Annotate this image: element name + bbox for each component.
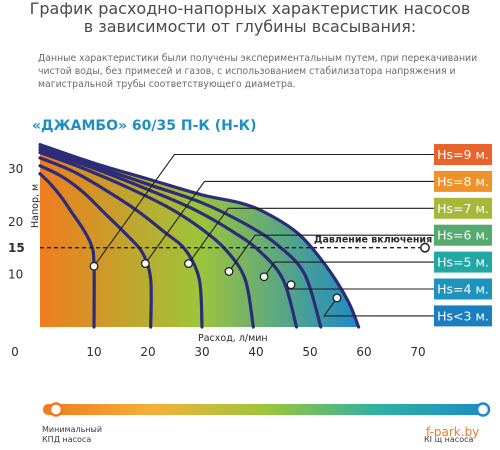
x-tick-40: 40 <box>248 345 263 359</box>
hs-label-7: Hs<3 м. <box>437 308 489 323</box>
curve-marker-6 <box>286 280 296 290</box>
performance-area <box>40 144 359 327</box>
page-title-line-1: График расходно-напорных характеристик н… <box>29 0 471 18</box>
reference-line-label: Давление включения <box>314 235 432 246</box>
leader-line-1 <box>93 153 434 267</box>
curve-series-3 <box>38 156 204 329</box>
hs-label-box-4 <box>434 224 492 246</box>
note-line-3: магистральной трубы соответствующего диа… <box>38 79 296 90</box>
x-tick-30: 30 <box>194 345 209 359</box>
hs-label-box-2 <box>434 170 492 192</box>
leader-line-4 <box>228 234 434 272</box>
x-tick-50: 50 <box>302 345 317 359</box>
efficiency-min-marker <box>48 402 64 417</box>
markers-layer <box>89 259 342 303</box>
x-tick-20: 20 <box>140 345 155 359</box>
efficiency-min-label-line-1: Минимальный <box>42 425 103 434</box>
leader-line-2 <box>144 180 434 264</box>
hs-label-6: Hs=4 м. <box>437 282 489 297</box>
hs-label-2: Hs=8 м. <box>437 174 489 189</box>
leader-lines-layer <box>93 153 434 317</box>
x-tick-70: 70 <box>410 345 425 359</box>
x-tick-10: 10 <box>86 345 101 359</box>
efficiency-max-label: КІ щ насоса <box>424 435 474 444</box>
efficiency-max-marker <box>475 402 491 417</box>
curve-series-7 <box>38 143 361 329</box>
reference-line-end-marker <box>420 242 430 253</box>
efficiency-bar <box>43 404 490 415</box>
x-tick-0: 0 <box>11 345 19 359</box>
hs-label-3: Hs=7 м. <box>437 201 489 216</box>
ticks-layer: 0 10 20 30 40 50 60 70 10 15 20 30 <box>8 162 426 359</box>
note-line-2: чистой воды, без примесей и газов, с исп… <box>38 66 456 77</box>
efficiency-min-label-line-2: КПД насоса <box>42 435 92 444</box>
leader-line-3 <box>188 207 434 264</box>
hs-label-box-1 <box>434 144 492 165</box>
chart-title: «ДЖАМБО» 60/35 П-К (Н-К) <box>32 118 257 134</box>
curve-marker-2 <box>140 259 150 269</box>
note-line-1: Данные характеристики были получены эксп… <box>38 53 478 64</box>
page-title: График расходно-напорных характеристик н… <box>0 0 500 36</box>
curve-marker-1 <box>89 261 99 271</box>
y-tick-10: 10 <box>8 268 23 282</box>
curve-series-1 <box>38 172 96 329</box>
hs-label-box-6 <box>434 278 492 300</box>
leader-line-7 <box>323 297 434 317</box>
page-title-line-2: в зависимости от глубины всасывания: <box>83 17 417 36</box>
hs-label-1: Hs=9 м. <box>437 147 489 162</box>
curve-marker-3 <box>184 259 193 269</box>
hs-label-box-5 <box>434 251 492 273</box>
curve-marker-5 <box>259 272 269 282</box>
hs-labels-layer: Hs=9 м. Hs=8 м. Hs=7 м. Hs=6 м. Hs=5 м. Hs=4 … <box>434 144 492 327</box>
x-axis-label: Расход, л/мин <box>198 333 268 344</box>
curve-marker-4 <box>224 267 234 276</box>
y-tick-20: 20 <box>8 215 23 229</box>
y-axis-label: Напор, м <box>30 184 41 228</box>
curve-series-2 <box>38 164 153 329</box>
curve-series-4 <box>38 151 255 329</box>
curve-series-5 <box>38 148 299 329</box>
efficiency-min-label: Минимальный КПД насоса <box>42 425 102 445</box>
hs-label-box-3 <box>434 197 492 219</box>
hs-label-4: Hs=6 м. <box>437 228 489 243</box>
hs-label-5: Hs=5 м. <box>437 255 489 270</box>
brand-logo-text: f-park.by <box>426 425 480 439</box>
leader-line-5 <box>263 261 434 278</box>
y-tick-30: 30 <box>8 162 23 176</box>
hs-label-box-7 <box>434 305 492 327</box>
y-tick-15: 15 <box>8 241 25 255</box>
x-tick-60: 60 <box>356 345 371 359</box>
description-note: Данные характеристики были получены эксп… <box>38 52 478 91</box>
curve-marker-7 <box>332 293 342 303</box>
